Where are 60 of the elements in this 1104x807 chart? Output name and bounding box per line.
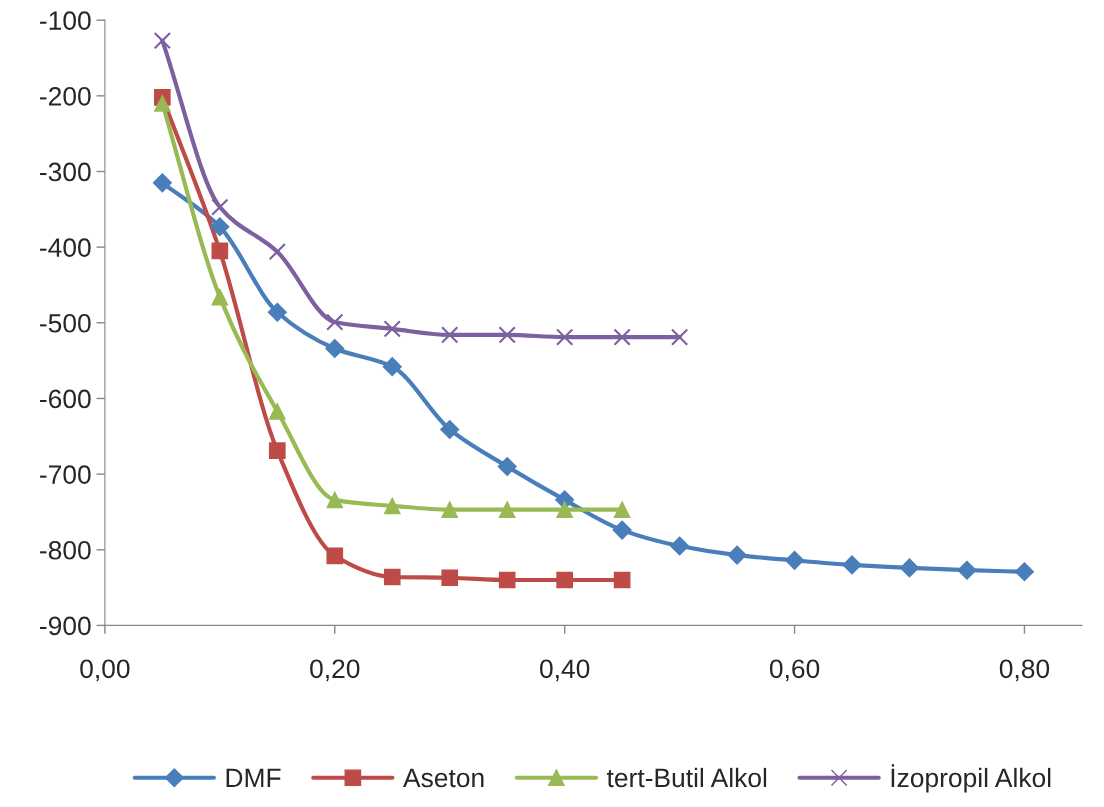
point	[670, 328, 689, 346]
point	[498, 571, 516, 589]
point	[154, 95, 171, 112]
y-tick-label: -100	[40, 11, 91, 30]
y-tick-label: -700	[40, 465, 91, 484]
x-tick-label: 0,60	[769, 659, 820, 682]
point	[498, 501, 516, 519]
point	[326, 547, 344, 565]
point	[670, 536, 690, 556]
point	[1014, 562, 1034, 582]
point	[211, 198, 229, 216]
y-tick-label: -500	[40, 313, 91, 333]
point	[440, 419, 460, 440]
point	[613, 501, 631, 519]
point	[556, 571, 573, 589]
point	[441, 569, 459, 587]
y-tick-label: -200	[40, 86, 91, 106]
point	[383, 568, 401, 586]
point	[152, 173, 172, 193]
point	[497, 457, 517, 477]
legend-label: İzopropil Alkol	[891, 764, 1051, 793]
point	[268, 442, 286, 459]
point	[326, 491, 344, 509]
legend-label: tert-Butil Alkol	[606, 767, 767, 788]
point	[613, 571, 631, 589]
x-tick-label: 0,20	[310, 659, 360, 682]
point	[325, 338, 345, 359]
legend-label: Aseton	[403, 768, 484, 788]
point	[727, 545, 747, 565]
point	[211, 242, 229, 260]
point	[268, 402, 286, 420]
y-tick-label: -300	[40, 162, 91, 182]
point	[556, 501, 573, 519]
point	[383, 497, 401, 515]
point	[267, 302, 287, 322]
y-tick-label: -600	[40, 389, 91, 409]
point	[785, 550, 805, 570]
y-tick-label: -900	[40, 616, 91, 636]
point	[268, 243, 286, 261]
point	[383, 320, 401, 338]
point	[899, 558, 920, 578]
point	[441, 326, 459, 344]
y-tick-label: -400	[40, 238, 91, 257]
point	[612, 520, 632, 540]
x-tick-label: 0,40	[540, 659, 590, 682]
y-tick-label: -800	[40, 540, 91, 560]
point	[957, 560, 977, 580]
point	[441, 501, 459, 519]
point	[555, 328, 574, 346]
x-tick-label: 0,80	[999, 659, 1050, 682]
x-tick-label: 0,00	[80, 659, 130, 682]
point	[613, 328, 631, 346]
point	[498, 326, 516, 344]
point	[211, 288, 229, 306]
point	[326, 313, 344, 331]
point	[153, 31, 172, 50]
point	[842, 555, 862, 575]
point	[210, 217, 230, 237]
legend-label: DMF	[226, 768, 281, 787]
point	[382, 357, 402, 377]
